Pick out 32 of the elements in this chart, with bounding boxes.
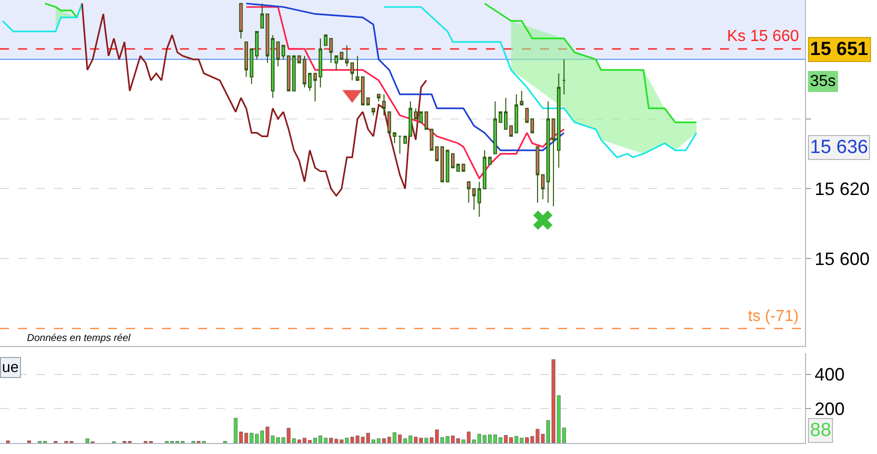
y-tick-label: 15 600: [814, 248, 870, 269]
candlestick: [334, 55, 338, 70]
candlestick: [366, 97, 370, 106]
y-tick-label: 400: [814, 364, 845, 385]
ref-line-label: ts (-71): [748, 308, 799, 325]
candlestick: [392, 132, 396, 144]
text: 15 636: [810, 137, 868, 158]
candlestick: [520, 90, 524, 106]
line-series: [484, 2, 698, 124]
candlestick: [376, 94, 380, 102]
candlestick: [372, 108, 376, 116]
y-tick-label: 200: [814, 399, 845, 420]
line-series: [383, 6, 698, 158]
line-series: [2, 2, 83, 32]
candlestick: [556, 72, 561, 168]
line-series: [245, 6, 565, 180]
candlestick: [244, 41, 248, 78]
candlestick: [382, 94, 386, 116]
ref-line-label: Ks 15 660: [727, 28, 800, 45]
annotation: Données en temps réel: [27, 333, 132, 344]
candlestick: [239, 2, 243, 39]
candlestick: [350, 62, 354, 81]
text: 88: [810, 420, 832, 441]
line-series: [245, 2, 565, 152]
y-tick-label: 15 620: [814, 179, 870, 200]
text: 35s: [810, 73, 836, 90]
text: 15 651: [810, 39, 869, 60]
annotation: ue: [2, 359, 19, 376]
candlestick: [387, 111, 392, 134]
line-series: [81, 2, 428, 197]
candlestick: [562, 58, 566, 95]
candlestick: [398, 136, 402, 154]
